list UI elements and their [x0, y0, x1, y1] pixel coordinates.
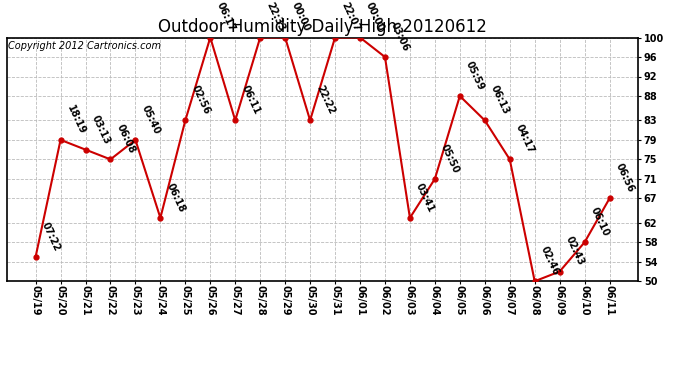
Text: 06:17: 06:17 [215, 1, 237, 33]
Text: 07:22: 07:22 [40, 220, 62, 253]
Text: Copyright 2012 Cartronics.com: Copyright 2012 Cartronics.com [8, 41, 161, 51]
Text: 03:41: 03:41 [414, 182, 436, 214]
Text: 02:43: 02:43 [564, 235, 586, 267]
Text: 06:08: 06:08 [115, 123, 137, 155]
Text: 02:46: 02:46 [539, 245, 561, 277]
Text: 05:59: 05:59 [464, 60, 486, 92]
Text: 22:22: 22:22 [314, 84, 337, 116]
Text: 03:06: 03:06 [389, 21, 411, 53]
Text: 04:17: 04:17 [514, 123, 536, 155]
Text: 06:11: 06:11 [239, 84, 262, 116]
Text: 03:13: 03:13 [90, 113, 112, 146]
Text: 06:56: 06:56 [613, 162, 636, 194]
Text: 02:56: 02:56 [190, 84, 212, 116]
Text: 22:07: 22:07 [339, 1, 362, 33]
Text: 06:13: 06:13 [489, 84, 511, 116]
Text: 06:18: 06:18 [164, 181, 187, 214]
Text: 00:00: 00:00 [364, 1, 386, 33]
Text: 00:00: 00:00 [289, 1, 311, 33]
Text: 22:33: 22:33 [264, 1, 286, 33]
Text: 05:40: 05:40 [139, 104, 161, 136]
Title: Outdoor Humidity Daily High 20120612: Outdoor Humidity Daily High 20120612 [158, 18, 487, 36]
Text: 18:19: 18:19 [65, 103, 87, 136]
Text: 05:50: 05:50 [439, 142, 461, 175]
Text: 06:10: 06:10 [589, 206, 611, 238]
